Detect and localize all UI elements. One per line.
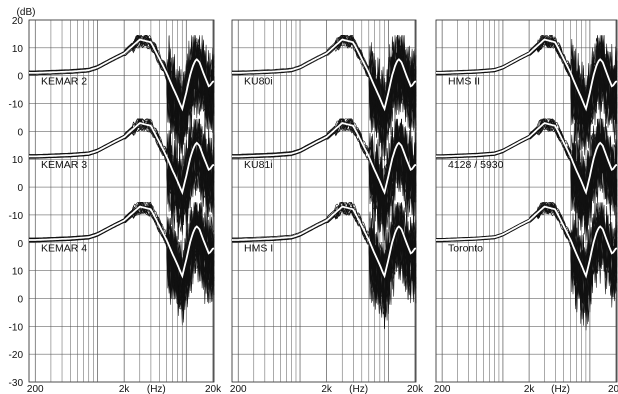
x-tick-label: 200 bbox=[434, 384, 451, 394]
mean-curve bbox=[29, 122, 215, 196]
panel-label: KU81i bbox=[244, 159, 273, 171]
x-tick-label: 2k bbox=[524, 384, 536, 394]
x-unit-label: (Hz) bbox=[551, 384, 570, 394]
individual-curve bbox=[232, 202, 417, 307]
x-tick-label: 20k bbox=[205, 384, 222, 394]
x-tick-label: 2k bbox=[321, 384, 333, 394]
panel: KU80i bbox=[232, 34, 417, 162]
individual-curve bbox=[29, 122, 215, 225]
y-tick-label: 0 bbox=[17, 72, 23, 83]
x-unit-label: (Hz) bbox=[147, 384, 166, 394]
y-tick-label: -20 bbox=[9, 350, 24, 361]
y-tick-label: 0 bbox=[17, 183, 23, 194]
panel-label: KU80i bbox=[244, 76, 273, 88]
panel: KEMAR 3 bbox=[29, 118, 215, 240]
individual-curve bbox=[436, 38, 618, 151]
panel: 4128 / 5930 bbox=[436, 118, 618, 241]
individual-curve bbox=[29, 205, 215, 308]
mean-curve bbox=[436, 205, 618, 279]
mean-curve bbox=[232, 38, 417, 112]
y-tick-label: 0 bbox=[17, 127, 23, 138]
individual-curve bbox=[232, 118, 417, 237]
panel: HMS I bbox=[232, 202, 417, 330]
y-tick-label: 10 bbox=[12, 155, 24, 166]
mean-curve bbox=[436, 38, 618, 112]
mean-curve bbox=[232, 122, 417, 196]
panel-label: KEMAR 2 bbox=[41, 76, 87, 88]
y-tick-label: -30 bbox=[9, 378, 24, 389]
individual-curve bbox=[436, 202, 618, 325]
column-frame bbox=[435, 19, 618, 383]
panel-label: KEMAR 4 bbox=[41, 243, 87, 255]
y-tick-label: 20 bbox=[12, 16, 24, 27]
mean-curve bbox=[29, 38, 215, 112]
panel-label: Toronto bbox=[448, 243, 483, 255]
mean-curve bbox=[29, 205, 215, 279]
y-tick-label: -10 bbox=[9, 100, 24, 111]
x-unit-label: (Hz) bbox=[349, 384, 368, 394]
y-tick-label: -10 bbox=[9, 211, 24, 222]
individual-curve bbox=[232, 118, 417, 241]
x-tick-label: 200 bbox=[27, 384, 44, 394]
y-tick-label: -10 bbox=[9, 322, 24, 333]
x-tick-label: 200 bbox=[230, 384, 247, 394]
panel: KEMAR 2 bbox=[29, 34, 215, 159]
panel: HMS II bbox=[436, 34, 618, 156]
individual-curve bbox=[436, 118, 618, 234]
panel-column-1: 200 2k 20k (Hz) KEMAR 2 KEMAR 3 KEMAR 4 bbox=[27, 19, 222, 394]
x-tick-label: 20k bbox=[407, 384, 424, 394]
x-tick-label: 2k bbox=[119, 384, 131, 394]
panel-label: HMS II bbox=[448, 76, 480, 88]
individual-curve bbox=[232, 35, 417, 141]
panel: Toronto bbox=[436, 202, 618, 331]
mean-curve bbox=[232, 205, 417, 279]
panel: KEMAR 4 bbox=[29, 201, 215, 326]
panel-label: KEMAR 3 bbox=[41, 159, 87, 171]
individual-curve bbox=[29, 118, 215, 223]
x-tick-label: 20k bbox=[608, 384, 618, 394]
panel-column-3: 200 2k 20k (Hz) HMS II 4128 / 5930 Toronto bbox=[434, 19, 618, 394]
y-tick-label: 10 bbox=[12, 44, 24, 55]
panel-label: 4128 / 5930 bbox=[448, 159, 504, 171]
y-tick-label: 0 bbox=[17, 294, 23, 305]
mean-curve bbox=[436, 122, 618, 196]
individual-curve bbox=[29, 34, 215, 143]
panel-column-2: 200 2k 20k (Hz) KU80i KU81i HMS I bbox=[230, 19, 424, 394]
y-unit-label: (dB) bbox=[17, 7, 36, 18]
panel: KU81i bbox=[232, 118, 417, 243]
y-tick-label: 10 bbox=[12, 267, 24, 278]
y-tick-label: 0 bbox=[17, 239, 23, 250]
panel-label: HMS I bbox=[244, 243, 273, 255]
